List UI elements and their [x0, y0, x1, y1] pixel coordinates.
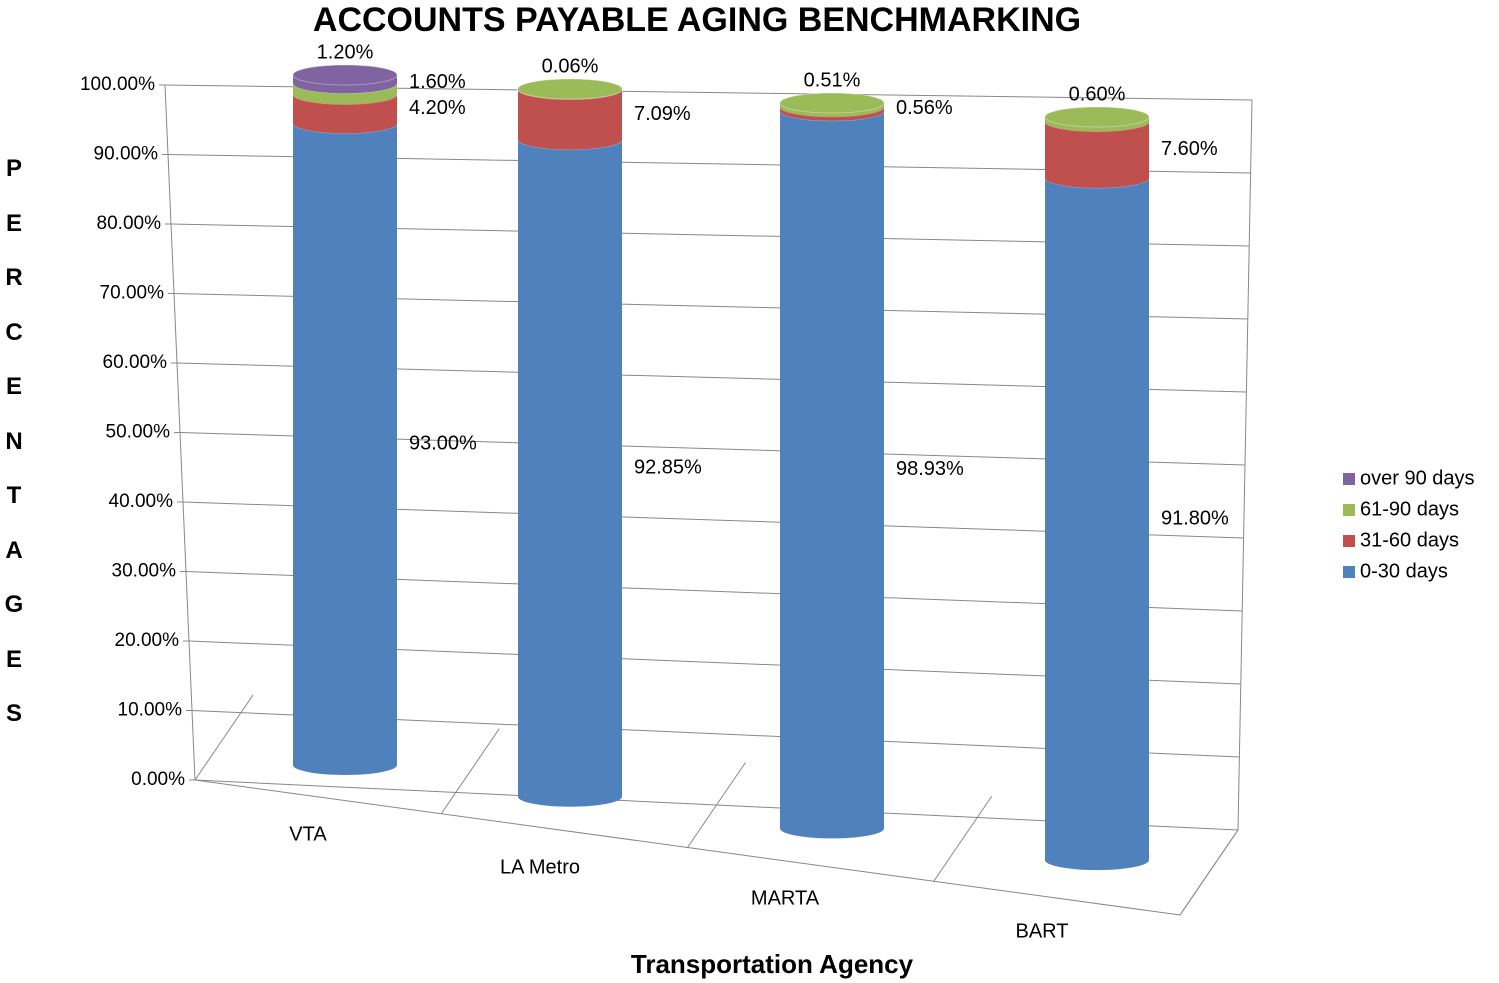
x-axis-title: Transportation Agency — [631, 949, 914, 979]
legend-label: over 90 days — [1360, 467, 1475, 489]
cylinder-segment — [1045, 111, 1149, 188]
legend-swatch — [1343, 473, 1355, 485]
data-label: 0.56% — [896, 97, 953, 119]
y-tick-label: 30.00% — [112, 561, 177, 582]
data-label: 0.60% — [1069, 83, 1126, 105]
legend-swatch — [1343, 566, 1355, 578]
data-label: 4.20% — [409, 97, 466, 119]
data-label: 0.06% — [542, 55, 599, 77]
floor-divider — [687, 762, 746, 848]
y-tick-label: 20.00% — [115, 630, 180, 651]
x-tick-label: LA Metro — [500, 856, 580, 878]
y-tick-label: 10.00% — [118, 700, 183, 721]
y-axis-title: PERCENTAGES — [4, 155, 24, 727]
legend-swatch — [1343, 504, 1355, 516]
cylinder-segment-top — [292, 64, 398, 86]
y-tick-label: 80.00% — [97, 213, 162, 234]
data-label: 1.60% — [409, 71, 466, 93]
y-tick-label: 0.00% — [131, 769, 185, 790]
floor-divider — [194, 694, 254, 781]
y-tick-label: 90.00% — [94, 144, 159, 165]
y-tick-label: 100.00% — [80, 74, 155, 95]
floor-divider — [1179, 829, 1239, 916]
chart-title: ACCOUNTS PAYABLE AGING BENCHMARKING — [313, 1, 1081, 39]
cylinder-segment — [293, 113, 397, 776]
data-label: 91.80% — [1161, 507, 1229, 529]
y-tick-label: 60.00% — [103, 352, 168, 373]
x-tick-label: BART — [1016, 920, 1069, 942]
legend-swatch — [1343, 535, 1355, 547]
x-tick-label: MARTA — [751, 887, 820, 909]
data-label: 98.93% — [896, 458, 964, 480]
x-tick-label: VTA — [289, 823, 327, 845]
cylinder-segment-top — [1044, 106, 1150, 128]
cylinder-segment — [1045, 167, 1149, 871]
data-label: 92.85% — [634, 456, 702, 478]
legend-label: 31-60 days — [1360, 529, 1459, 551]
data-label: 1.20% — [317, 41, 374, 63]
data-label: 7.60% — [1161, 138, 1218, 160]
y-tick-label: 40.00% — [109, 491, 174, 512]
cylinder-segment — [780, 100, 884, 839]
data-label: 0.51% — [804, 69, 861, 91]
legend-label: 0-30 days — [1360, 560, 1448, 582]
cylinder-segment-top — [779, 92, 885, 114]
floor-divider — [440, 728, 500, 815]
cylinder-segment-top — [517, 78, 623, 100]
data-label: 93.00% — [409, 432, 477, 454]
data-label: 7.09% — [634, 103, 691, 125]
legend-label: 61-90 days — [1360, 498, 1459, 520]
y-tick-label: 50.00% — [106, 422, 171, 443]
y-tick-label: 70.00% — [100, 283, 165, 304]
floor-divider — [933, 795, 993, 882]
cylinder-segment — [518, 129, 622, 807]
